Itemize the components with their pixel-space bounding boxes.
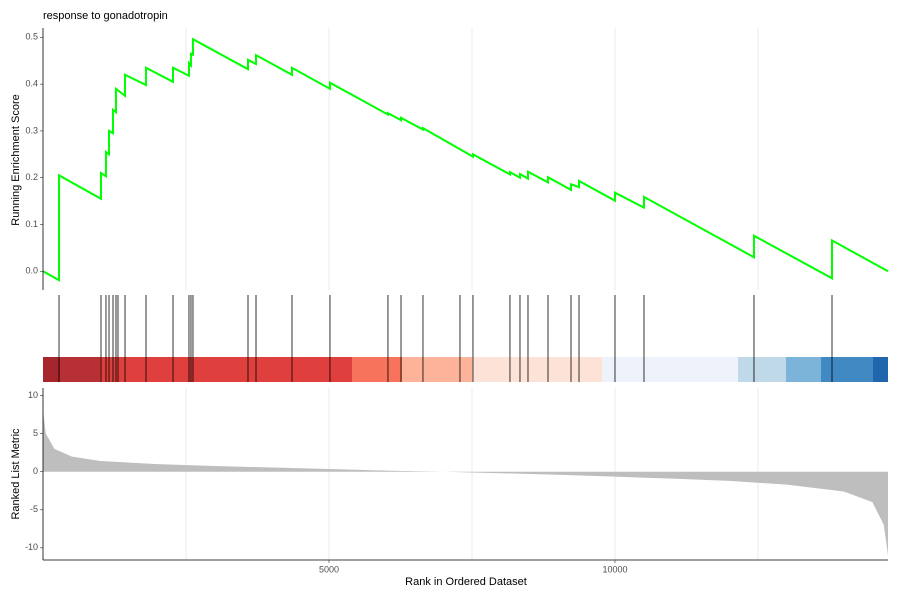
color-segment: [873, 357, 888, 382]
y-tick-label: -10: [25, 542, 38, 552]
x-tick-label: 5000: [319, 564, 339, 574]
color-segment: [821, 357, 873, 382]
y-tick-label: 0.5: [25, 32, 38, 42]
color-segment: [402, 357, 472, 382]
color-segment: [786, 357, 821, 382]
y-tick-label: 5: [33, 428, 38, 438]
y-tick-label: 0.1: [25, 219, 38, 229]
y-tick-label: 0.0: [25, 266, 38, 276]
y-tick-label: 0.3: [25, 125, 38, 135]
y-tick-label: 0: [33, 466, 38, 476]
color-segment: [60, 357, 100, 382]
color-segment: [472, 357, 602, 382]
chart-title: response to gonadotropin: [43, 10, 168, 22]
color-segment: [738, 357, 786, 382]
enrichment-line: [42, 37, 889, 282]
y-tick-label: -5: [30, 504, 38, 514]
color-segment: [100, 357, 352, 382]
y-tick-label: 10: [28, 390, 38, 400]
y-tick-label: 0.2: [25, 172, 38, 182]
metric-area: [43, 410, 888, 556]
y-axis-label: Running Enrichment Score: [10, 94, 22, 225]
color-bar: [43, 357, 888, 382]
x-axis-label: Rank in Ordered Dataset: [405, 576, 527, 588]
y-axis-label: Ranked List Metric: [10, 428, 22, 520]
color-segment: [43, 357, 60, 382]
color-segment: [352, 357, 402, 382]
x-tick-label: 10000: [602, 564, 627, 574]
y-tick-label: 0.4: [25, 79, 38, 89]
color-segment: [602, 357, 738, 382]
